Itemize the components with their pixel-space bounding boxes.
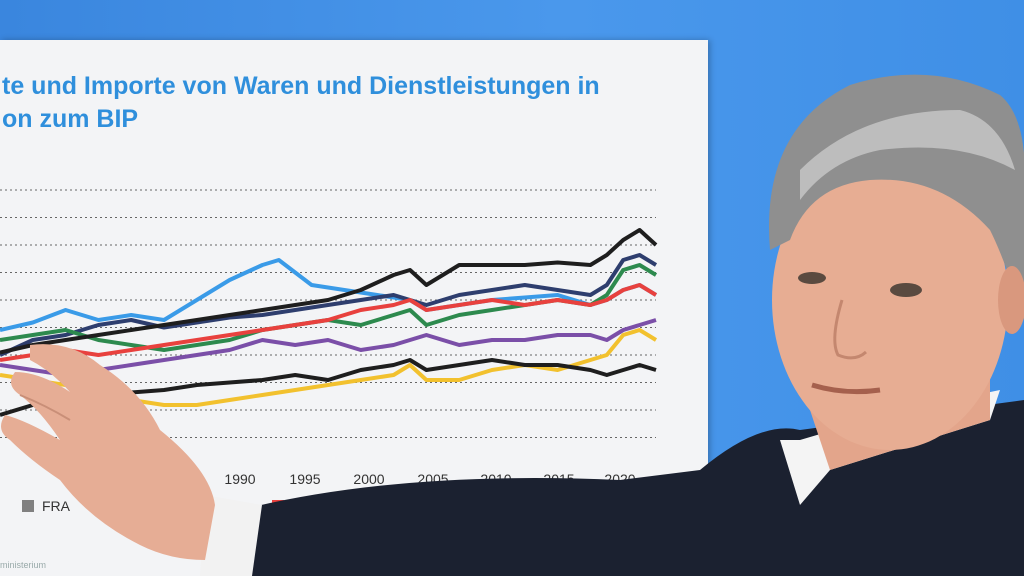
shirt-cuff — [200, 495, 262, 576]
x-tick-label: 2000 — [353, 471, 384, 487]
series-line-1 — [0, 253, 658, 357]
mouth — [811, 382, 881, 395]
pointing-hand — [1, 344, 215, 560]
chart-title: te und Importe von Waren und Dienstleist… — [2, 70, 662, 136]
x-tick-label: 1995 — [289, 471, 320, 487]
source-credit: ministerium — [0, 560, 47, 570]
legend-swatch — [22, 500, 34, 512]
hair-highlight — [800, 110, 1015, 200]
chart-title-line-2: on zum BIP — [2, 105, 139, 133]
left-eye — [798, 272, 826, 284]
suit-jacket — [640, 400, 1024, 576]
series-line-4 — [0, 318, 657, 377]
jacket-sleeve — [230, 470, 700, 576]
ear — [998, 266, 1024, 334]
finger-crease — [19, 394, 71, 421]
legend-item-fra: FRA — [22, 498, 70, 514]
chart-title-line-1: te und Importe von Waren und Dienstleist… — [2, 72, 600, 100]
legend-label: FRA — [42, 498, 70, 514]
x-tick-label: 1990 — [224, 471, 255, 487]
series-line-3 — [0, 283, 658, 362]
series-line-5 — [0, 228, 658, 355]
face — [772, 150, 1008, 450]
nose — [833, 299, 868, 360]
right-eye — [890, 283, 922, 297]
